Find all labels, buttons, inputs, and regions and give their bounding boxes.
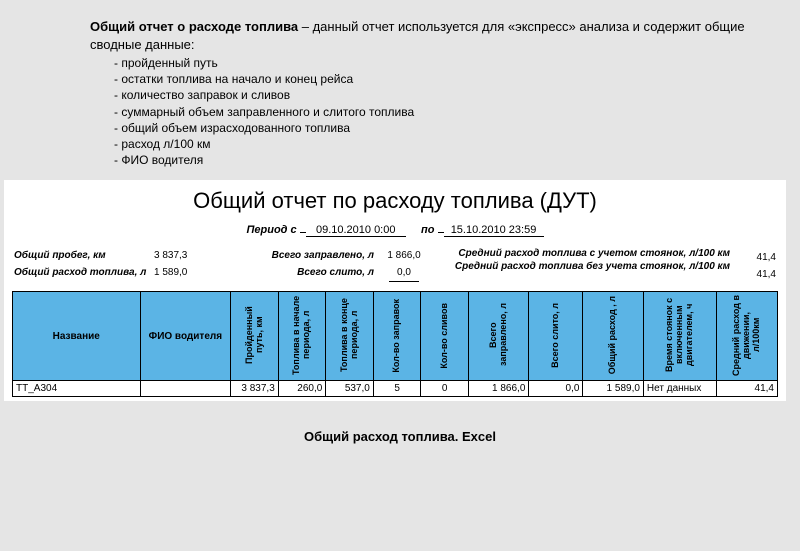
bullet: пройденный путь: [114, 55, 760, 71]
cell-fuel-end: 537,0: [326, 381, 374, 397]
label-refueled: Всего заправлено, л: [224, 247, 374, 264]
col-refuels: Кол-во заправок: [373, 292, 421, 381]
col-name: Название: [13, 292, 141, 381]
period-to-label: по: [421, 224, 434, 236]
col-drains: Кол-во сливов: [421, 292, 469, 381]
label-mileage: Общий пробег, км: [14, 247, 154, 264]
col-fio: ФИО водителя: [140, 292, 231, 381]
col-total-refueled: Всего заправлено, л: [468, 292, 529, 381]
cell-avg-moving: 41,4: [717, 381, 778, 397]
cell-idle-time: Нет данных: [643, 381, 716, 397]
intro-title-bold: Общий отчет о расходе топлива: [90, 19, 298, 34]
cell-total-refueled: 1 866,0: [468, 381, 529, 397]
date-to: 15.10.2010 23:59: [444, 224, 544, 237]
intro-block: Общий отчет о расходе топлива – данный о…: [0, 0, 800, 176]
cell-name: ТТ_А304: [13, 381, 141, 397]
cell-dist: 3 837,3: [231, 381, 279, 397]
cell-fio: [140, 381, 231, 397]
bullet: количество заправок и сливов: [114, 87, 760, 103]
bullet: расход л/100 км: [114, 136, 760, 152]
period-row: Период с 09.10.2010 0:00 по 15.10.2010 2…: [12, 224, 778, 247]
value-avg-with: 41,4: [734, 249, 776, 266]
col-total-drained: Всего слито, л: [529, 292, 583, 381]
bullet: общий объем израсходованного топлива: [114, 120, 760, 136]
col-avg-moving: Средний расход в движении, л/100км: [717, 292, 778, 381]
cell-drains: 0: [421, 381, 469, 397]
report-title: Общий отчет по расходу топлива (ДУТ): [12, 186, 778, 224]
table-header-row: Название ФИО водителя Пройденный путь, к…: [13, 292, 778, 381]
col-dist: Пройденный путь, км: [231, 292, 279, 381]
label-avg-with: Средний расход топлива с учетом стоянок,…: [434, 247, 730, 260]
value-drained: 0,0: [389, 264, 419, 282]
value-avg-without: 41,4: [734, 266, 776, 283]
col-idle-time: Время стоянок с включенным двигателем, ч: [643, 292, 716, 381]
bullet: ФИО водителя: [114, 152, 760, 168]
col-total-consumed: Общий расход , л: [583, 292, 644, 381]
col-fuel-start: Топлива в начале периода, л: [278, 292, 326, 381]
cell-total-consumed: 1 589,0: [583, 381, 644, 397]
col-fuel-end: Топлива в конце периода, л: [326, 292, 374, 381]
value-total-fuel: 1 589,0: [154, 264, 224, 281]
label-avg-without: Средний расход топлива без учета стоянок…: [434, 260, 730, 273]
label-drained: Всего слито, л: [224, 264, 374, 281]
date-from: 09.10.2010 0:00: [306, 224, 406, 237]
cell-total-drained: 0,0: [529, 381, 583, 397]
figure-caption: Общий расход топлива. Excel: [0, 401, 800, 444]
table-row: ТТ_А304 3 837,3 260,0 537,0 5 0 1 866,0 …: [13, 381, 778, 397]
label-total-fuel: Общий расход топлива, л: [14, 264, 154, 281]
data-table: Название ФИО водителя Пройденный путь, к…: [12, 291, 778, 397]
report-panel: Общий отчет по расходу топлива (ДУТ) Пер…: [4, 180, 786, 401]
value-refueled: 1 866,0: [374, 247, 434, 264]
cell-refuels: 5: [373, 381, 421, 397]
period-label: Период с: [246, 224, 296, 236]
summary-block: Общий пробег, км Общий расход топлива, л…: [12, 247, 778, 291]
bullet: суммарный объем заправленного и слитого …: [114, 104, 760, 120]
intro-title: Общий отчет о расходе топлива – данный о…: [90, 18, 760, 53]
value-mileage: 3 837,3: [154, 247, 224, 264]
intro-bullets: пройденный путь остатки топлива на начал…: [114, 55, 760, 168]
cell-fuel-start: 260,0: [278, 381, 326, 397]
bullet: остатки топлива на начало и конец рейса: [114, 71, 760, 87]
